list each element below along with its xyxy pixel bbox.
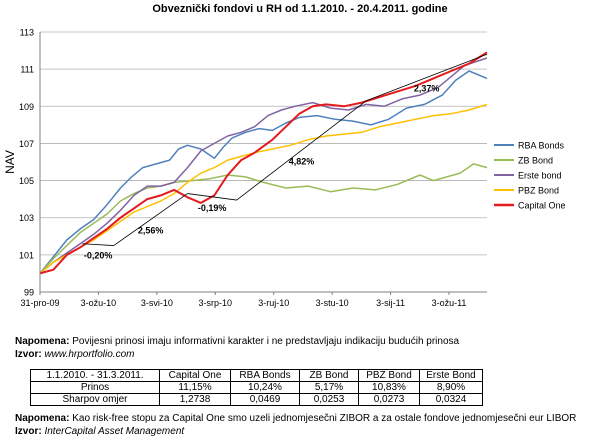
table-cell: 1,2738: [159, 393, 231, 406]
table-header-cell: 1.1.2010. - 31.3.2011.: [30, 369, 160, 382]
risk-free-label: Napomena:: [15, 413, 70, 424]
table-row-label: Prinos: [30, 381, 160, 394]
table-source-label: Izvor:: [15, 426, 42, 437]
table-header-cell: Erste Bond: [419, 369, 483, 382]
series-line-rba-bonds: [39, 70, 488, 274]
table-cell: 0,0469: [230, 393, 300, 406]
x-tick-label: 3-stu-10: [316, 298, 349, 308]
y-tick-label: 105: [19, 176, 34, 186]
x-tick-label: 3-ožu-11: [432, 298, 467, 308]
series-line-pbz-bond: [39, 103, 488, 274]
legend-entry: Erste bond: [518, 171, 562, 181]
y-tick-label: 111: [20, 65, 34, 75]
y-axis-label: NAV: [3, 150, 17, 174]
risk-free-text: Kao risk-free stopu za Capital One smo u…: [69, 413, 577, 424]
table-cell: 0,0273: [358, 393, 420, 406]
performance-table: 1.1.2010. - 31.3.2011. Capital One RBA B…: [30, 369, 483, 406]
x-tick-label: 3-svi-10: [141, 298, 173, 308]
risk-free-note: Napomena: Kao risk-free stopu za Capital…: [15, 413, 576, 425]
chart-title: Obveznički fondovi u RH od 1.1.2010. - 2…: [152, 3, 448, 15]
x-tick-label: 31-pro-09: [20, 298, 59, 308]
table-header-row: 1.1.2010. - 31.3.2011. Capital One RBA B…: [30, 369, 483, 382]
trend-segment: [366, 53, 488, 102]
series-line-capital-one: [39, 51, 488, 275]
trend-label: 4,82%: [289, 156, 315, 166]
table-source-text: InterCapital Asset Management: [41, 426, 185, 437]
source-note: Izvor: www.hrportfolio.com: [15, 349, 134, 361]
nav-line-chart: -0,20% 2,56% -0,19% 4,82% 2,37% 99 101 103 105 1…: [3, 28, 566, 309]
y-tick-label: 109: [19, 102, 34, 112]
y-tick-label: 113: [20, 28, 34, 38]
legend-entry: ZB Bond: [518, 156, 553, 166]
trend-segment: [82, 243, 114, 246]
table-row: Sharpov omjer 1,2738 0,0469 0,0253 0,027…: [30, 393, 483, 406]
trend-segment: [236, 100, 367, 201]
table-cell: 10,83%: [358, 381, 420, 394]
table-cell: 5,17%: [299, 381, 359, 394]
source-text: www.hrportfolio.com: [41, 349, 135, 360]
table-cell: 0,0324: [419, 393, 483, 406]
trend-label: -0,20%: [84, 251, 113, 261]
table-cell: 8,90%: [419, 381, 483, 394]
source-label: Izvor:: [15, 349, 42, 360]
legend-entry: RBA Bonds: [518, 141, 565, 151]
trend-label: -0,19%: [198, 203, 227, 213]
table-header-cell: Capital One: [159, 369, 231, 382]
y-tick-label: 107: [19, 139, 34, 149]
y-tick-label: 101: [19, 250, 34, 260]
table-cell: 11,15%: [159, 381, 231, 394]
x-tick-label: 3-srp-10: [199, 298, 233, 308]
y-tick-label: 99: [24, 288, 34, 298]
trend-segment: [113, 193, 188, 246]
table-header-cell: PBZ Bond: [358, 369, 420, 382]
table-source-note: Izvor: InterCapital Asset Management: [15, 426, 184, 438]
table-cell: 10,24%: [230, 381, 300, 394]
disclaimer-note: Napomena: Povijesni prinosi imaju inform…: [15, 336, 459, 348]
y-tick-label: 103: [19, 213, 34, 223]
disclaimer-text: Povijesni prinosi imaju informativni kar…: [69, 336, 460, 347]
table-header-cell: ZB Bond: [299, 369, 359, 382]
table-row-label: Sharpov omjer: [30, 393, 160, 406]
table-cell: 0,0253: [299, 393, 359, 406]
x-tick-label: 3-sij-11: [376, 298, 405, 308]
table-row: Prinos 11,15% 10,24% 5,17% 10,83% 8,90%: [30, 381, 483, 394]
trend-label: 2,37%: [414, 84, 440, 94]
x-tick-label: 3-ožu-10: [81, 298, 117, 308]
trend-label: 2,56%: [138, 226, 164, 236]
disclaimer-label: Napomena:: [15, 336, 70, 347]
trend-segment: [187, 193, 237, 201]
legend-entry: PBZ Bond: [518, 186, 559, 196]
series-line-zb-bond: [39, 163, 488, 274]
table-header-cell: RBA Bonds: [230, 369, 300, 382]
x-tick-label: 3-ruj-10: [258, 298, 289, 308]
legend-entry: Capital One: [518, 201, 566, 211]
series-line-erste-bond: [39, 57, 488, 274]
